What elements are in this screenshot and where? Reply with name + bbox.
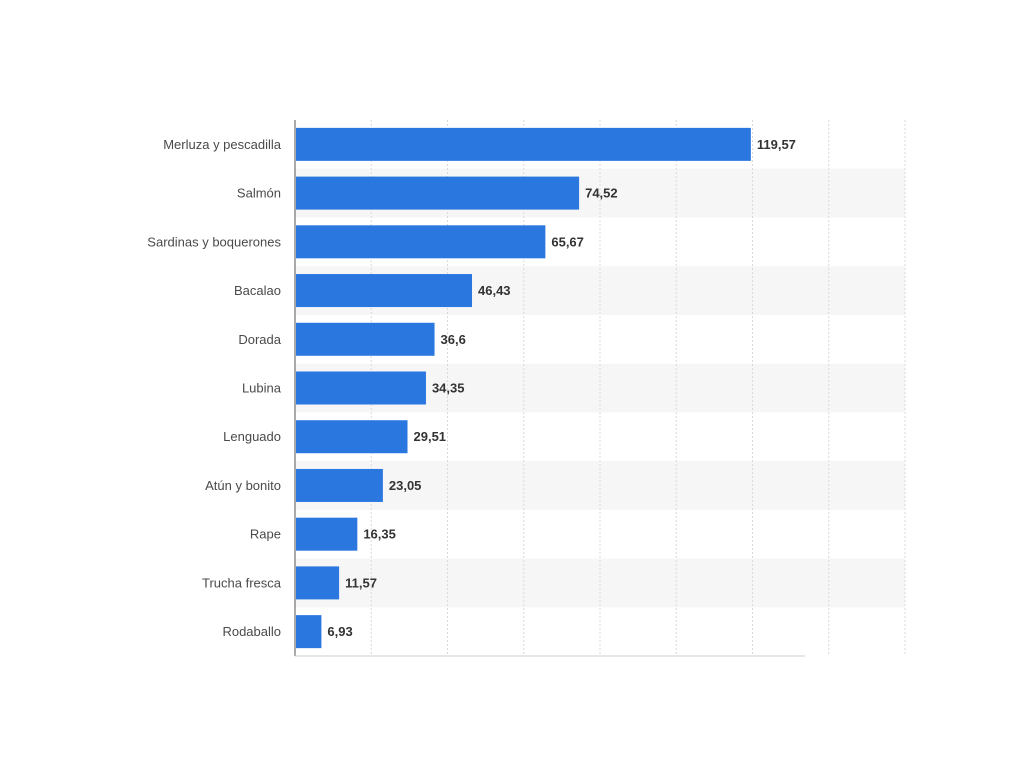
data-label: 65,67 <box>551 234 584 249</box>
bar[interactable] <box>296 322 435 356</box>
data-label: 6,93 <box>327 624 352 639</box>
row-stripe <box>295 558 905 608</box>
bar[interactable] <box>296 176 580 210</box>
category-label: Lenguado <box>223 429 281 444</box>
data-label: 74,52 <box>585 186 618 201</box>
value-labels: 119,57 74,52 65,67 46,43 36,6 34,35 29,51 23,05… <box>327 137 795 639</box>
category-label: Salmón <box>237 186 281 201</box>
data-label: 36,6 <box>441 332 466 347</box>
category-label: Bacalao <box>234 283 281 298</box>
bar[interactable] <box>296 517 358 551</box>
category-label: Trucha fresca <box>202 575 282 590</box>
category-label: Dorada <box>238 332 281 347</box>
category-label: Lubina <box>242 381 282 396</box>
category-label: Rape <box>250 527 281 542</box>
data-label: 29,51 <box>414 429 447 444</box>
data-label: 16,35 <box>363 527 396 542</box>
category-label: Merluza y pescadilla <box>163 137 282 152</box>
bars <box>296 127 751 649</box>
data-label: 34,35 <box>432 381 465 396</box>
bar[interactable] <box>296 566 340 600</box>
data-label: 46,43 <box>478 283 511 298</box>
bar[interactable] <box>296 420 408 454</box>
data-label: 119,57 <box>757 137 796 152</box>
bar[interactable] <box>296 225 546 259</box>
data-label: 11,57 <box>345 575 377 590</box>
bar[interactable] <box>296 371 426 405</box>
bar[interactable] <box>296 615 322 649</box>
bar[interactable] <box>296 468 383 502</box>
category-label: Sardinas y boquerones <box>147 234 281 249</box>
bar[interactable] <box>296 274 473 308</box>
category-labels: Merluza y pescadilla Salmón Sardinas y boq… <box>147 137 281 639</box>
category-label: Atún y bonito <box>205 478 281 493</box>
bar[interactable] <box>296 127 751 161</box>
category-label: Rodaballo <box>222 624 281 639</box>
data-label: 23,05 <box>389 478 422 493</box>
